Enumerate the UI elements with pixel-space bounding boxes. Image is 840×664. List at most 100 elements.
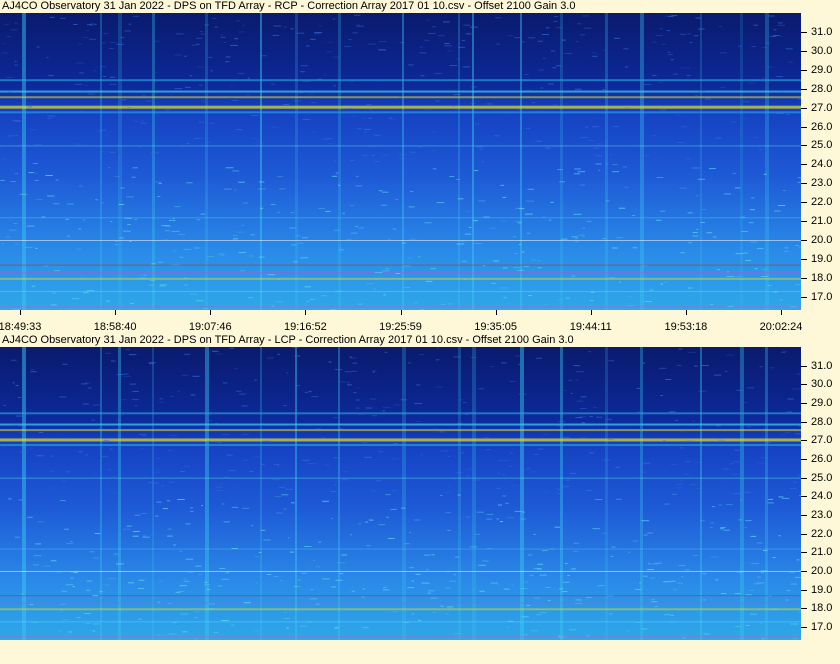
noise-speck (763, 550, 768, 552)
noise-speck (799, 570, 801, 572)
noise-speck (12, 382, 15, 384)
noise-speck (769, 367, 774, 369)
noise-speck (59, 396, 67, 398)
noise-speck (665, 379, 672, 380)
noise-speck (610, 154, 613, 156)
freq-tick-label: 21.0 (811, 215, 833, 228)
noise-speck (797, 474, 801, 476)
noise-speck (134, 405, 138, 407)
noise-speck (167, 535, 173, 537)
noise-speck (468, 226, 472, 228)
noise-speck (528, 295, 532, 296)
signal-band (0, 477, 801, 479)
noise-speck (47, 115, 56, 117)
interference-streak (740, 347, 744, 640)
noise-speck (589, 416, 594, 417)
noise-speck (302, 237, 309, 239)
spectrogram-rcp[interactable] (0, 13, 801, 310)
noise-speck (20, 152, 28, 154)
noise-speck (347, 384, 352, 386)
noise-speck (230, 44, 238, 46)
noise-speck (221, 503, 225, 505)
noise-speck (330, 491, 337, 492)
noise-speck (483, 216, 490, 218)
noise-speck (216, 486, 222, 488)
noise-speck (381, 270, 390, 272)
noise-speck (151, 152, 159, 154)
noise-speck (733, 493, 742, 495)
noise-speck (517, 222, 522, 224)
freq-tick-label: 18.0 (811, 602, 833, 615)
noise-speck (660, 210, 666, 212)
noise-speck (677, 582, 684, 584)
noise-speck (554, 526, 561, 528)
noise-speck (457, 494, 461, 496)
noise-speck (148, 362, 156, 363)
noise-speck (400, 399, 407, 401)
noise-speck (508, 465, 512, 467)
noise-speck (486, 518, 493, 520)
noise-speck (53, 203, 60, 205)
noise-speck (350, 534, 353, 536)
noise-speck (486, 548, 492, 550)
spectrogram-lcp[interactable] (0, 347, 801, 640)
freq-tick (801, 183, 807, 185)
noise-speck (701, 209, 707, 211)
noise-speck (346, 239, 352, 241)
noise-speck (175, 145, 179, 147)
noise-speck (129, 383, 136, 385)
signal-band (0, 602, 801, 604)
freq-tick-label: 25.0 (811, 471, 833, 484)
noise-speck (518, 393, 527, 395)
noise-speck (17, 432, 24, 434)
noise-speck (419, 454, 424, 456)
noise-speck (663, 614, 671, 616)
noise-speck (759, 366, 763, 368)
noise-speck (334, 484, 337, 486)
noise-speck (747, 387, 754, 389)
noise-speck (564, 563, 568, 564)
noise-speck (308, 93, 315, 95)
noise-speck (214, 26, 219, 28)
noise-speck (111, 571, 116, 573)
noise-speck (723, 529, 730, 531)
noise-speck (700, 222, 705, 223)
noise-speck (47, 195, 55, 197)
noise-speck (624, 186, 629, 188)
noise-speck (615, 466, 620, 468)
noise-speck (703, 599, 706, 601)
noise-speck (710, 112, 714, 114)
noise-speck (761, 638, 765, 640)
noise-speck (399, 154, 406, 156)
noise-speck (741, 231, 749, 232)
noise-speck (132, 535, 139, 537)
noise-speck (349, 357, 357, 359)
noise-speck (168, 633, 176, 635)
noise-speck (247, 77, 250, 79)
noise-speck (157, 196, 161, 198)
noise-speck (428, 33, 436, 34)
noise-speck (776, 112, 784, 114)
signal-band (0, 240, 801, 242)
noise-speck (309, 598, 317, 600)
noise-speck (298, 92, 304, 94)
noise-speck (362, 442, 368, 444)
noise-speck (750, 209, 755, 211)
noise-speck (239, 129, 243, 131)
noise-speck (192, 44, 196, 46)
noise-speck (798, 97, 801, 99)
noise-speck (10, 477, 14, 479)
noise-speck (744, 491, 751, 493)
noise-speck (464, 233, 472, 235)
noise-speck (94, 533, 101, 534)
noise-speck (220, 34, 223, 36)
noise-speck (525, 213, 533, 215)
noise-speck (68, 631, 73, 633)
noise-speck (110, 475, 116, 477)
noise-speck (611, 247, 618, 249)
noise-speck (223, 41, 226, 43)
noise-speck (212, 350, 219, 352)
noise-speck (735, 253, 743, 255)
noise-speck (4, 24, 9, 26)
noise-speck (182, 374, 189, 376)
